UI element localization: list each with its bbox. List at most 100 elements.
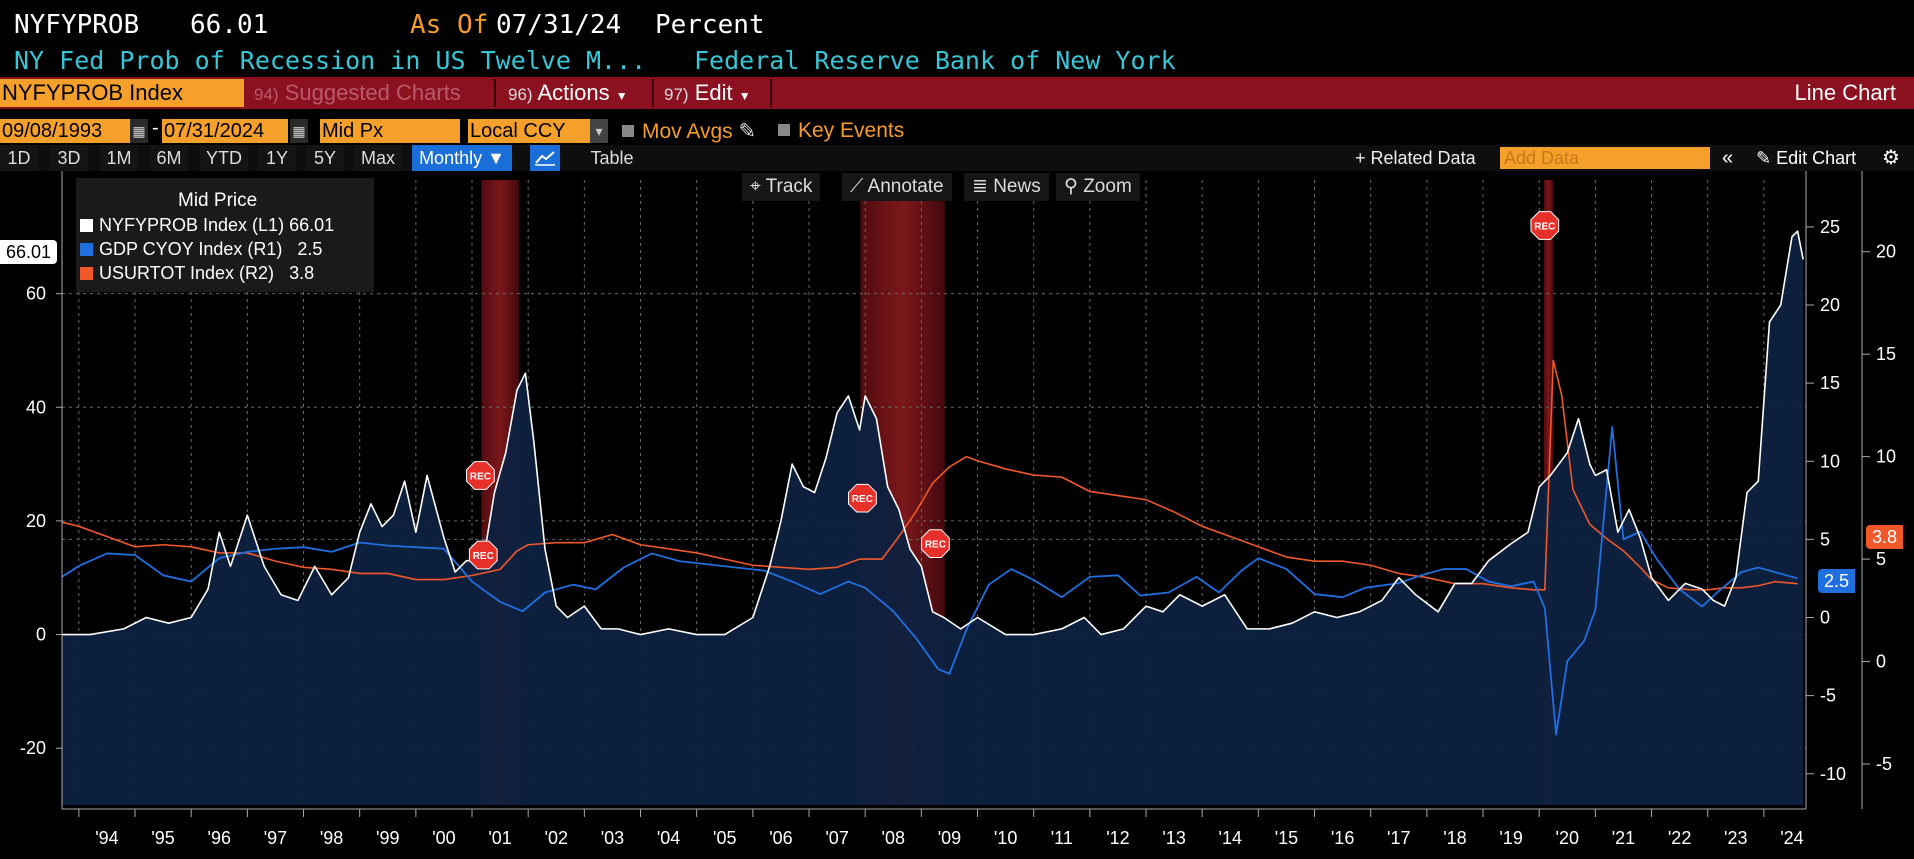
- calendar-icon[interactable]: ▦: [130, 119, 148, 143]
- legend: [76, 178, 374, 292]
- x-axis-tick-label: '13: [1162, 828, 1185, 848]
- x-axis-tick-label: '08: [882, 828, 905, 848]
- mov-avgs-toggle[interactable]: Mov Avgs ✎: [622, 119, 756, 144]
- legend-item[interactable]: NYFYPROB Index (L1) 66.01: [80, 215, 334, 236]
- x-axis-tick-label: '98: [320, 828, 343, 848]
- period-label: Monthly: [419, 148, 483, 168]
- zoom-button[interactable]: ⚲ Zoom: [1056, 173, 1140, 201]
- x-axis-tick-label: '16: [1331, 828, 1354, 848]
- last-value-tag-left: 66.01: [0, 240, 58, 264]
- right1-axis-tick-label: 20: [1820, 295, 1840, 315]
- x-axis-tick-label: '17: [1387, 828, 1410, 848]
- range-button-3d[interactable]: 3D: [50, 145, 88, 171]
- ticker: NYFYPROB: [14, 10, 140, 40]
- news-label: News: [993, 176, 1041, 197]
- x-axis-tick-label: '96: [208, 828, 231, 848]
- as-of-label: As Of: [410, 10, 489, 40]
- x-axis-tick-label: '06: [769, 828, 792, 848]
- rec-marker-label: REC: [1534, 221, 1555, 232]
- chevron-down-icon[interactable]: ▾: [590, 119, 608, 143]
- start-date-field[interactable]: 09/08/1993: [0, 119, 130, 143]
- range-button-5y[interactable]: 5Y: [306, 145, 344, 171]
- security-field[interactable]: NYFYPROB Index: [0, 79, 244, 107]
- add-data-input[interactable]: Add Data: [1500, 147, 1710, 169]
- rec-marker: [466, 461, 495, 490]
- caret-down-icon: ▼: [487, 148, 505, 168]
- last-value-tag-unemployment: 3.8: [1866, 525, 1904, 549]
- annotate-icon: ⟋: [850, 176, 864, 197]
- related-data-button[interactable]: + Related Data: [1355, 148, 1476, 168]
- x-axis-tick-label: '24: [1780, 828, 1803, 848]
- end-date-field[interactable]: 07/31/2024: [162, 119, 288, 143]
- x-axis-tick-label: '01: [488, 828, 511, 848]
- period-select[interactable]: Monthly ▼: [412, 145, 512, 171]
- rec-marker-label: REC: [470, 471, 491, 482]
- suggested-label: Suggested Charts: [284, 80, 461, 105]
- series-description: NY Fed Prob of Recession in US Twelve M.…: [14, 46, 647, 75]
- key-events-label: Key Events: [798, 119, 905, 142]
- right2-axis-tick-label: 20: [1876, 242, 1896, 262]
- range-button-1m[interactable]: 1M: [100, 145, 138, 171]
- legend-swatch: [80, 219, 93, 232]
- key-events-toggle[interactable]: Key Events: [778, 119, 904, 143]
- annotate-button[interactable]: ⟋ Annotate: [842, 173, 952, 201]
- range-button-6m[interactable]: 6M: [150, 145, 188, 171]
- left-axis-tick-label: 0: [36, 625, 46, 645]
- right2-axis-tick-label: 15: [1876, 344, 1896, 364]
- x-axis-tick-label: '22: [1668, 828, 1691, 848]
- line-chart-icon[interactable]: [530, 145, 560, 171]
- actions-label: Actions: [537, 80, 610, 105]
- range-button-1d[interactable]: 1D: [0, 145, 38, 171]
- x-axis-tick-label: '15: [1275, 828, 1298, 848]
- range-button-ytd[interactable]: YTD: [200, 145, 248, 171]
- edit-chart-button[interactable]: ✎ Edit Chart: [1756, 145, 1856, 171]
- gear-icon[interactable]: ⚙: [1882, 147, 1900, 169]
- track-label: Track: [765, 176, 813, 197]
- pencil-icon[interactable]: ✎: [738, 120, 757, 143]
- x-axis-tick-label: '10: [994, 828, 1017, 848]
- collapse-icon[interactable]: «: [1722, 147, 1734, 169]
- edit-button[interactable]: 97) Edit ▼: [656, 79, 772, 107]
- legend-label: GDP CYOY Index (R1): [99, 239, 283, 259]
- edit-label: Edit: [694, 80, 733, 105]
- right1-axis-tick-label: 5: [1820, 529, 1830, 549]
- range-button-max[interactable]: Max: [354, 145, 402, 171]
- as-of-date: 07/31/24: [496, 10, 622, 40]
- x-axis-tick-label: '05: [713, 828, 736, 848]
- x-axis-tick-label: '11: [1051, 828, 1073, 848]
- unit-label: Percent: [655, 10, 765, 40]
- checkbox-icon: [778, 124, 790, 136]
- x-axis-tick-label: '14: [1219, 828, 1242, 848]
- table-button[interactable]: Table: [572, 145, 652, 171]
- right2-axis-tick-label: -5: [1876, 754, 1892, 774]
- x-axis-tick-label: '00: [432, 828, 455, 848]
- legend-item[interactable]: USURTOT Index (R2) 3.8: [80, 263, 314, 284]
- right1-axis-tick-label: 0: [1820, 608, 1830, 628]
- x-axis-tick-label: '02: [545, 828, 568, 848]
- x-axis-tick-label: '09: [938, 828, 961, 848]
- unemployment-line: [61, 359, 1798, 591]
- x-axis-tick-label: '03: [601, 828, 624, 848]
- x-axis-tick-label: '07: [825, 828, 848, 848]
- suggested-charts-button[interactable]: 94) Suggested Charts: [246, 79, 496, 107]
- annotate-label: Annotate: [867, 176, 944, 197]
- x-axis-tick-label: '94: [95, 828, 118, 848]
- legend-item[interactable]: GDP CYOY Index (R1) 2.5: [80, 239, 322, 260]
- currency-select[interactable]: Local CCY: [468, 119, 608, 143]
- news-button[interactable]: ≣ News: [964, 173, 1049, 201]
- gdp-line: [61, 425, 1798, 736]
- series-source: Federal Reserve Bank of New York: [694, 46, 1176, 75]
- rec-marker: [848, 483, 877, 513]
- price-field-select[interactable]: Mid Px: [320, 119, 460, 143]
- suggested-num: 94): [254, 85, 279, 104]
- crosshair-icon: ⌖: [750, 176, 761, 197]
- actions-button[interactable]: 96) Actions ▼: [500, 79, 654, 107]
- range-button-1y[interactable]: 1Y: [258, 145, 296, 171]
- caret-down-icon: ▼: [615, 89, 628, 103]
- chart-canvas: 60 40 20 0 -20 25 20 15 10 5 0 -5 -10 20 15 10 5 0 -5 '94 '9…: [20, 171, 1896, 848]
- calendar-icon[interactable]: ▦: [290, 119, 308, 143]
- mov-avgs-label: Mov Avgs: [642, 120, 733, 143]
- track-button[interactable]: ⌖ Track: [742, 173, 821, 201]
- legend-title: Mid Price: [178, 190, 258, 211]
- zoom-label: Zoom: [1083, 176, 1132, 197]
